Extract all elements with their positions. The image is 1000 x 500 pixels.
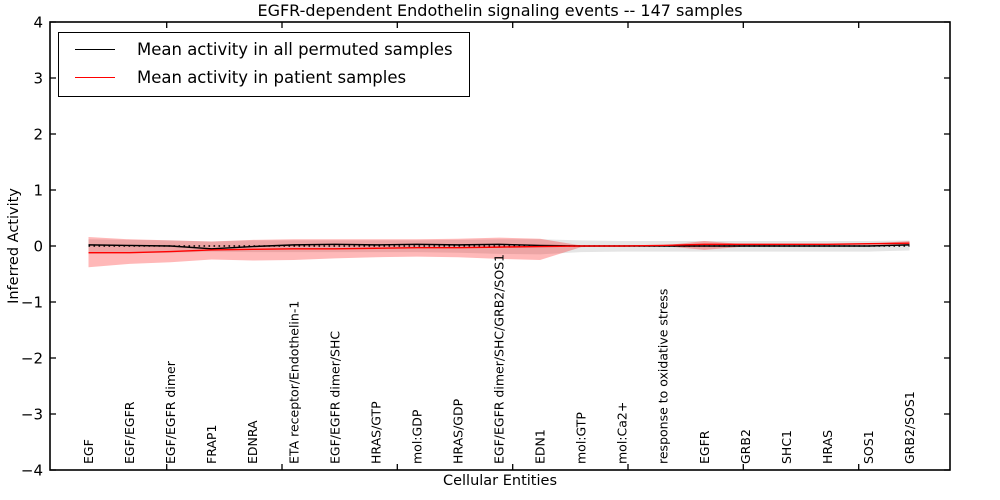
- legend-label-patient: Mean activity in patient samples: [137, 68, 407, 87]
- y-tick-label: 1: [33, 182, 43, 200]
- entity-label: EDNRA: [245, 420, 260, 464]
- y-tick-label: −3: [21, 406, 43, 424]
- entity-label: FRAP1: [204, 425, 219, 464]
- y-tick-label: −4: [21, 462, 43, 480]
- entity-label: HRAS/GDP: [450, 398, 465, 464]
- patient-mean-line: [88, 242, 910, 254]
- entity-label: EGF/EGFR dimer/SHC/GRB2/SOS1: [492, 254, 507, 464]
- legend-line-permuted-icon: [75, 49, 115, 50]
- y-tick-label: −1: [21, 294, 43, 312]
- entity-label: EGF/EGFR: [122, 401, 137, 464]
- entity-label: HRAS: [820, 430, 835, 464]
- axes-frame: [49, 21, 951, 471]
- entity-label: GRB2/SOS1: [902, 391, 917, 464]
- entity-label: EDN1: [533, 429, 548, 464]
- legend: Mean activity in all permuted samples Me…: [58, 32, 470, 97]
- entity-label: SHC1: [779, 430, 794, 464]
- entity-label: EGF: [81, 439, 96, 464]
- entity-label: response to oxidative stress: [656, 289, 671, 464]
- legend-item-permuted: Mean activity in all permuted samples: [75, 40, 453, 59]
- entity-label: EGF/EGFR dimer: [163, 360, 178, 464]
- y-tick-label: 2: [33, 126, 43, 144]
- entity-label: mol:Ca2+: [615, 402, 630, 464]
- legend-line-patient-icon: [75, 77, 115, 78]
- y-axis-title: Inferred Activity: [6, 188, 22, 304]
- entity-label: GRB2: [738, 429, 753, 464]
- legend-item-patient: Mean activity in patient samples: [75, 68, 453, 87]
- chart-title: EGFR-dependent Endothelin signaling even…: [257, 1, 743, 20]
- legend-label-permuted: Mean activity in all permuted samples: [137, 40, 453, 59]
- entity-label: mol:GTP: [574, 412, 589, 464]
- y-tick-label: 0: [33, 238, 43, 256]
- entity-label: EGFR: [697, 430, 712, 464]
- y-tick-label: 3: [33, 70, 43, 88]
- entity-label: HRAS/GTP: [368, 401, 383, 464]
- entity-label: EGF/EGFR dimer/SHC: [327, 331, 342, 464]
- y-tick-label: −2: [21, 350, 43, 368]
- permuted-mean-line: [88, 243, 910, 250]
- x-axis-title: Cellular Entities: [442, 473, 558, 489]
- y-tick-label: 4: [33, 14, 43, 32]
- entity-label: SOS1: [861, 430, 876, 464]
- entity-label: mol:GDP: [409, 409, 424, 464]
- entity-label: ETA receptor/Endothelin-1: [286, 301, 301, 464]
